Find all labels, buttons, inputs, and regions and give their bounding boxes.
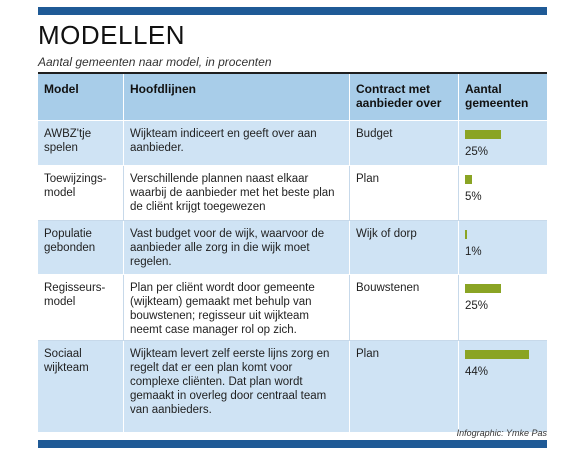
cell-hoofdlijnen: Plan per cliënt wordt door gemeente (wij…: [124, 275, 350, 343]
cell-aantal: 44%: [459, 341, 547, 432]
header-aantal: Aantal gemeenten: [465, 82, 529, 110]
bar-label: 25%: [465, 146, 489, 158]
top-rule: [38, 7, 547, 15]
cell-contract: Bouwstenen: [350, 275, 459, 343]
table-row: Toewijzings-model Verschillende plannen …: [38, 166, 547, 221]
header-hoofdlijnen: Hoofdlijnen: [124, 74, 350, 120]
bar-label: 5%: [465, 191, 482, 203]
cell-contract: Budget: [350, 121, 459, 165]
bar-label: 25%: [465, 300, 489, 312]
cell-model: Regisseurs-model: [38, 275, 124, 343]
table-row: AWBZ'tje spelen Wijkteam indiceert en ge…: [38, 121, 547, 166]
cell-model: Populatie gebonden: [38, 221, 124, 275]
table-header: Model Hoofdlijnen Contract met aanbieder…: [38, 72, 547, 121]
bar: [465, 230, 467, 239]
models-table: Model Hoofdlijnen Contract met aanbieder…: [38, 72, 547, 433]
bar: [465, 284, 501, 293]
cell-aantal: 5%: [459, 166, 547, 220]
table-row: Regisseurs-model Plan per cliënt wordt d…: [38, 275, 547, 343]
header-model: Model: [38, 74, 124, 120]
cell-contract: Plan: [350, 341, 459, 432]
cell-hoofdlijnen: Verschillende plannen naast elkaar waarb…: [124, 166, 350, 220]
subtitle: Aantal gemeenten naar model, in procente…: [38, 55, 272, 69]
page-title: MODELLEN: [38, 20, 186, 50]
bar-label: 44%: [465, 366, 489, 378]
cell-hoofdlijnen: Wijkteam levert zelf eerste lijns zorg e…: [124, 341, 350, 432]
cell-contract: Wijk of dorp: [350, 221, 459, 275]
bar: [465, 130, 501, 139]
cell-hoofdlijnen: Vast budget voor de wijk, waarvoor de aa…: [124, 221, 350, 275]
cell-contract: Plan: [350, 166, 459, 220]
bottom-rule: [38, 440, 547, 448]
bar: [465, 350, 529, 359]
table-row: Populatie gebonden Vast budget voor de w…: [38, 221, 547, 275]
cell-aantal: 25%: [459, 275, 547, 343]
cell-hoofdlijnen: Wijkteam indiceert en geeft over aan aan…: [124, 121, 350, 165]
cell-aantal: 25%: [459, 121, 547, 165]
bar: [465, 175, 472, 184]
bar-label: 1%: [465, 246, 482, 258]
cell-model: AWBZ'tje spelen: [38, 121, 124, 165]
table-row: Sociaal wijkteam Wijkteam levert zelf ee…: [38, 341, 547, 433]
credit: Infographic: Ymke Pas: [456, 428, 547, 438]
cell-aantal: 1%: [459, 221, 547, 275]
cell-model: Sociaal wijkteam: [38, 341, 124, 432]
header-contract: Contract met aanbieder over: [350, 74, 459, 120]
cell-model: Toewijzings-model: [38, 166, 124, 220]
